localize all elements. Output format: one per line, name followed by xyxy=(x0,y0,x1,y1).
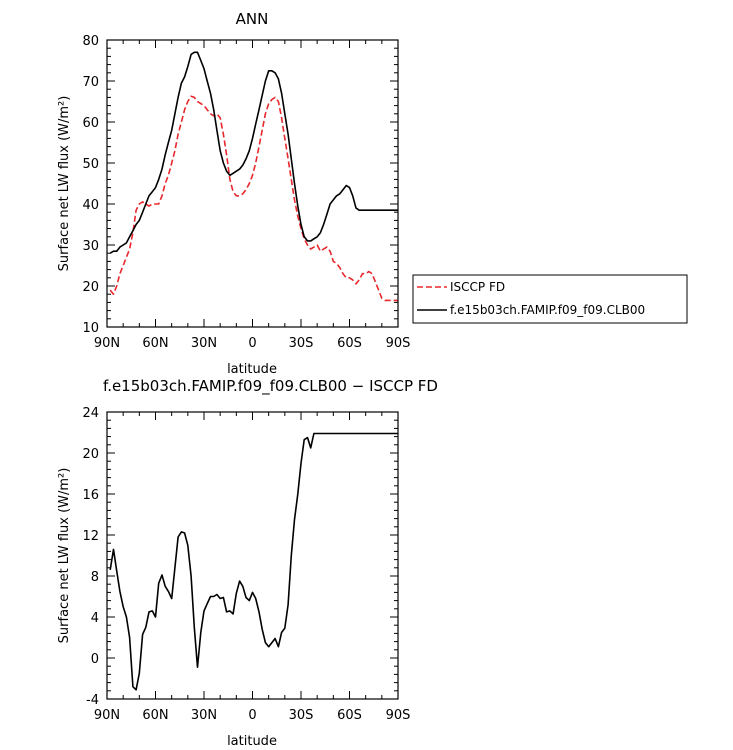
top-xtick-label: 0 xyxy=(248,336,256,351)
legend-box xyxy=(412,274,688,324)
bottom-ytick-label: 16 xyxy=(82,488,99,503)
bottom-xtick-label: 90N xyxy=(94,708,120,723)
top-series-line-1 xyxy=(109,51,398,254)
top-xtick-label: 30N xyxy=(191,336,217,351)
bottom-ytick-label: 8 xyxy=(91,570,99,585)
bottom-chart-ylabel: Surface net LW flux (W/m²) xyxy=(57,468,72,644)
bottom-ytick-label: 4 xyxy=(91,611,99,626)
bottom-xtick-label: 30S xyxy=(289,708,314,723)
top-chart-plot-area xyxy=(109,51,398,302)
top-xtick-label: 60S xyxy=(337,336,362,351)
top-xtick-label: 60N xyxy=(142,336,168,351)
bottom-xtick-label: 60S xyxy=(337,708,362,723)
top-chart-frame xyxy=(106,39,399,328)
top-ytick-label: 50 xyxy=(82,157,99,172)
top-ytick-label: 40 xyxy=(82,198,99,213)
bottom-xtick-label: 90S xyxy=(386,708,411,723)
top-series-line-0 xyxy=(109,95,398,302)
bottom-ytick-label: -4 xyxy=(86,693,99,708)
legend-label-isccp: ISCCP FD xyxy=(450,280,505,294)
top-ytick-label: 30 xyxy=(82,239,99,254)
bottom-ytick-label: 12 xyxy=(82,529,99,544)
bottom-ytick-label: 24 xyxy=(82,406,99,421)
top-ytick-label: 70 xyxy=(82,75,99,90)
bottom-chart-frame xyxy=(106,411,399,700)
bottom-xtick-label: 30N xyxy=(191,708,217,723)
legend: ISCCP FD f.e15b03ch.FAMIP.f09_f09.CLB00 xyxy=(412,274,688,324)
top-xtick-label: 90S xyxy=(386,336,411,351)
top-ytick-label: 10 xyxy=(82,321,99,336)
top-xtick-label: 30S xyxy=(289,336,314,351)
bottom-chart-xlabel: latitude xyxy=(227,734,277,749)
bottom-chart-title: f.e15b03ch.FAMIP.f09_f09.CLB00 − ISCCP F… xyxy=(103,377,438,396)
bottom-xtick-label: 0 xyxy=(248,708,256,723)
bottom-series-line-0 xyxy=(109,432,398,691)
legend-label-model: f.e15b03ch.FAMIP.f09_f09.CLB00 xyxy=(450,303,645,317)
bottom-chart-plot-area xyxy=(109,432,398,691)
top-chart-title: ANN xyxy=(236,10,269,28)
top-ytick-label: 80 xyxy=(82,34,99,49)
top-ytick-label: 20 xyxy=(82,280,99,295)
top-ytick-label: 60 xyxy=(82,116,99,131)
top-chart-xlabel: latitude xyxy=(227,362,277,377)
bottom-chart: f.e15b03ch.FAMIP.f09_f09.CLB00 − ISCCP F… xyxy=(57,377,438,749)
top-chart-ylabel: Surface net LW flux (W/m²) xyxy=(57,96,72,272)
bottom-ytick-label: 20 xyxy=(82,447,99,462)
bottom-xtick-label: 60N xyxy=(142,708,168,723)
bottom-ytick-label: 0 xyxy=(91,652,99,667)
top-xtick-label: 90N xyxy=(94,336,120,351)
top-chart-ticks: 10 20 30 40 50 60 70 80 90N 60N 30N 0 30S 60S 90S xyxy=(82,34,410,351)
